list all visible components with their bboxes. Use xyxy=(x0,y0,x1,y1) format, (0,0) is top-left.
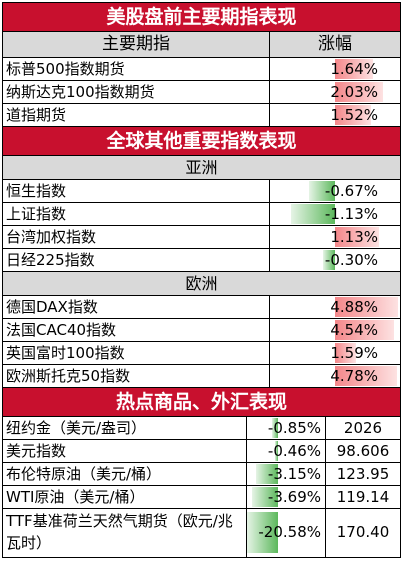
table-row: 法国CAC40指数 4.54% xyxy=(3,319,400,342)
row-change-value: -1.13% xyxy=(324,205,378,223)
commodities-list: 纽约金（美元/盎司） -0.85% 2026 美元指数 -0.46% 98.606 布伦特原… xyxy=(3,417,400,557)
row-name: 上证指数 xyxy=(3,203,270,225)
row-change-cell: 1.59% xyxy=(270,342,400,364)
table-row: 上证指数 -1.13% xyxy=(3,203,400,226)
table-row: 道指期货 1.52% xyxy=(3,104,400,127)
row-name: 德国DAX指数 xyxy=(3,296,270,318)
row-change-value: 1.52% xyxy=(330,106,378,124)
row-change-cell: -0.30% xyxy=(270,249,400,271)
europe-list: 德国DAX指数 4.88% 法国CAC40指数 4.54% 英国富时100指数 1.59%… xyxy=(3,296,400,388)
table-row: 德国DAX指数 4.88% xyxy=(3,296,400,319)
row-name: 法国CAC40指数 xyxy=(3,319,270,341)
row-change-cell: 4.88% xyxy=(270,296,400,318)
row-price: 119.14 xyxy=(336,488,390,506)
row-change-cell: 4.78% xyxy=(270,365,400,387)
row-change-cell: -3.15% xyxy=(247,463,326,485)
table-row: 台湾加权指数 1.13% xyxy=(3,226,400,249)
row-change-value: 4.54% xyxy=(330,321,378,339)
table-row: 恒生指数 -0.67% xyxy=(3,180,400,203)
row-name: 标普500指数期货 xyxy=(3,58,270,80)
row-change-cell: 1.52% xyxy=(270,104,400,126)
asia-list: 恒生指数 -0.67% 上证指数 -1.13% 台湾加权指数 1.13% 日经225指数 -0… xyxy=(3,180,400,272)
row-change-cell: 2.03% xyxy=(270,81,400,103)
row-change-cell: -0.46% xyxy=(247,440,326,462)
gain-bar xyxy=(335,59,374,79)
row-name: 恒生指数 xyxy=(3,180,270,202)
table-row: 日经225指数 -0.30% xyxy=(3,249,400,272)
row-change-value: -0.85% xyxy=(267,419,321,437)
row-change-value: 2.03% xyxy=(330,83,378,101)
gain-bar xyxy=(335,227,380,247)
row-price: 98.606 xyxy=(336,442,390,460)
gain-bar xyxy=(335,366,398,386)
commodities-title: 热点商品、外汇表现 xyxy=(3,388,400,417)
loss-bar xyxy=(247,512,279,553)
europe-subheader: 欧洲 xyxy=(3,272,400,296)
row-price: 2026 xyxy=(343,419,383,437)
row-name: 布伦特原油（美元/桶） xyxy=(3,463,247,485)
row-change-value: -0.67% xyxy=(324,182,378,200)
table-row: WTI原油（美元/桶） -3.69% 119.14 xyxy=(3,486,400,509)
row-change-cell: -0.85% xyxy=(247,417,326,439)
row-change-value: 1.59% xyxy=(330,344,378,362)
table-row: 纽约金（美元/盎司） -0.85% 2026 xyxy=(3,417,400,440)
column-header-row: 主要期指 涨幅 xyxy=(3,32,400,58)
gain-bar xyxy=(335,105,371,125)
row-change-cell: -3.69% xyxy=(247,486,326,508)
table-row: 布伦特原油（美元/桶） -3.15% 123.95 xyxy=(3,463,400,486)
row-name: 日经225指数 xyxy=(3,249,270,271)
row-name: 英国富时100指数 xyxy=(3,342,270,364)
loss-bar xyxy=(252,487,279,507)
loss-bar xyxy=(308,181,335,201)
row-price: 123.95 xyxy=(336,465,390,483)
asia-subheader: 亚洲 xyxy=(3,156,400,180)
table-row: 欧洲斯托克50指数 4.78% xyxy=(3,365,400,388)
row-change-value: -0.30% xyxy=(324,251,378,269)
gain-bar xyxy=(335,320,395,340)
row-name: 纽约金（美元/盎司） xyxy=(3,417,247,439)
gain-bar xyxy=(335,297,399,317)
row-change-cell: 1.64% xyxy=(270,58,400,80)
row-change-value: -20.58% xyxy=(258,523,321,541)
table-row: TTF基准荷兰天然气期货（欧元/兆瓦时） -20.58% 170.40 xyxy=(3,509,400,557)
market-table: 美股盘前主要期指表现 主要期指 涨幅 标普500指数期货 1.64% 纳斯达克100… xyxy=(2,2,401,558)
loss-bar xyxy=(290,204,335,224)
us-futures-title: 美股盘前主要期指表现 xyxy=(3,3,400,32)
loss-bar xyxy=(274,441,279,461)
row-name: 台湾加权指数 xyxy=(3,226,270,248)
global-indices-title: 全球其他重要指数表现 xyxy=(3,127,400,156)
row-change-cell: -0.67% xyxy=(270,180,400,202)
column-header-change: 涨幅 xyxy=(318,34,352,54)
row-change-cell: 1.13% xyxy=(270,226,400,248)
row-name: WTI原油（美元/桶） xyxy=(3,486,247,508)
row-change-cell: -20.58% xyxy=(247,509,326,557)
column-header-name: 主要期指 xyxy=(3,32,270,57)
loss-bar xyxy=(272,418,279,438)
gain-bar xyxy=(335,82,383,102)
row-change-cell: 4.54% xyxy=(270,319,400,341)
loss-bar xyxy=(256,464,279,484)
gain-bar xyxy=(335,343,356,363)
row-name: TTF基准荷兰天然气期货（欧元/兆瓦时） xyxy=(3,509,247,557)
row-price: 170.40 xyxy=(336,523,390,541)
row-change-value: -0.46% xyxy=(267,442,321,460)
row-name: 纳斯达克100指数期货 xyxy=(3,81,270,103)
row-change-value: -3.69% xyxy=(267,488,321,506)
row-change-value: 4.88% xyxy=(330,298,378,316)
row-change-cell: -1.13% xyxy=(270,203,400,225)
row-name: 美元指数 xyxy=(3,440,247,462)
row-change-value: -3.15% xyxy=(267,465,321,483)
row-change-value: 4.78% xyxy=(330,367,378,385)
row-change-value: 1.64% xyxy=(330,60,378,78)
row-name: 欧洲斯托克50指数 xyxy=(3,365,270,387)
table-row: 英国富时100指数 1.59% xyxy=(3,342,400,365)
us-futures-list: 标普500指数期货 1.64% 纳斯达克100指数期货 2.03% 道指期货 1.52% xyxy=(3,58,400,127)
table-row: 纳斯达克100指数期货 2.03% xyxy=(3,81,400,104)
table-row: 标普500指数期货 1.64% xyxy=(3,58,400,81)
row-name: 道指期货 xyxy=(3,104,270,126)
table-row: 美元指数 -0.46% 98.606 xyxy=(3,440,400,463)
row-change-value: 1.13% xyxy=(330,228,378,246)
loss-bar xyxy=(323,250,335,270)
